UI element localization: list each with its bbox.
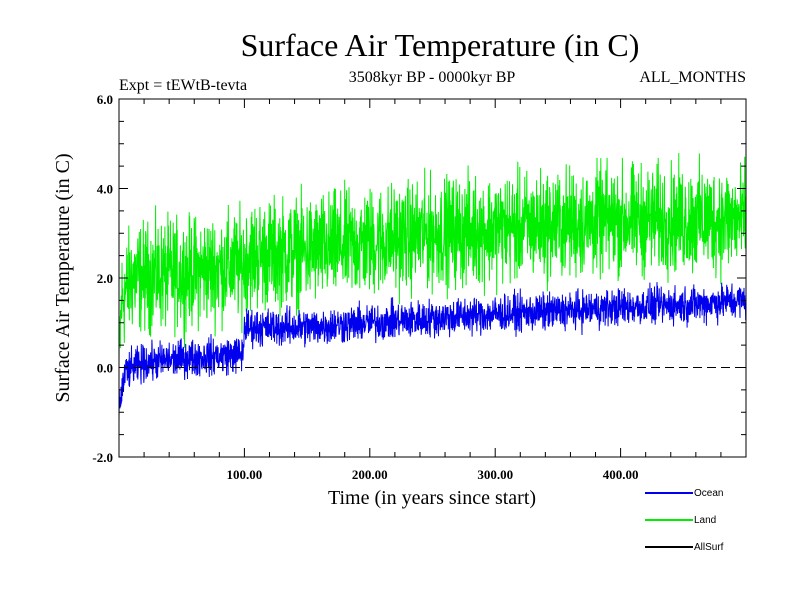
tick-labels: 100.00 200.00 300.00 400.00 -2.0 0.0 2.0 4.0 6.0: [92, 92, 638, 482]
chart-subtitle-months: ALL_MONTHS: [639, 69, 746, 86]
ticks-layer: [119, 99, 746, 457]
x-tick-label: 400.00: [603, 467, 639, 482]
legend: Ocean Land AllSurf: [645, 488, 724, 553]
y-tick-label: 6.0: [97, 92, 113, 107]
series-line-land: [119, 153, 746, 363]
x-axis-label: Time (in years since start): [328, 487, 536, 509]
legend-label-ocean: Ocean: [694, 488, 723, 499]
series-layer: [119, 153, 746, 422]
series-line-ocean: [119, 282, 746, 422]
y-tick-label: -2.0: [92, 450, 113, 465]
x-tick-label: 100.00: [227, 467, 263, 482]
chart-subtitle-experiment: Expt = tEWtB-tevta: [119, 77, 247, 94]
y-tick-label: 0.0: [97, 361, 113, 376]
x-tick-label: 200.00: [352, 467, 388, 482]
x-tick-label: 300.00: [477, 467, 513, 482]
y-tick-label: 2.0: [97, 271, 113, 286]
y-tick-label: 4.0: [97, 182, 113, 197]
chart-title: Surface Air Temperature (in C): [241, 27, 640, 63]
y-axis-label: Surface Air Temperature (in C): [52, 153, 74, 402]
legend-label-land: Land: [694, 515, 716, 526]
legend-label-allsurf: AllSurf: [694, 542, 724, 553]
chart-subtitle-period: 3508kyr BP - 0000kyr BP: [349, 69, 516, 86]
